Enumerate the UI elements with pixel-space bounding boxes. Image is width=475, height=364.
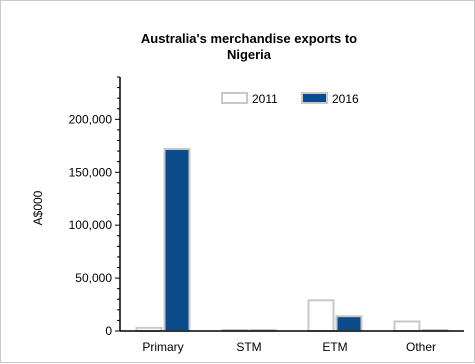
bars xyxy=(135,147,449,333)
y-tick-label: 0 xyxy=(105,324,112,338)
y-tick-label: 200,000 xyxy=(69,112,113,126)
chart-title-line-2: Nigeria xyxy=(227,47,272,62)
x-category-label: Other xyxy=(406,340,436,354)
chart-title-line-1: Australia's merchandise exports to xyxy=(141,31,357,46)
bar-2016-etm xyxy=(335,315,363,332)
bar-2011-other xyxy=(393,320,421,333)
y-tick-label: 100,000 xyxy=(69,218,113,232)
y-axis-ticks: 0 50,000 100,000 150,000 200,000 xyxy=(69,112,120,338)
legend-swatch-2016 xyxy=(301,92,328,104)
y-axis-title: A$000 xyxy=(31,190,45,225)
bar-2016-primary xyxy=(163,147,191,332)
legend-label-2011: 2011 xyxy=(252,92,278,106)
y-tick-label: 50,000 xyxy=(75,271,112,285)
x-category-label: STM xyxy=(236,340,261,354)
x-category-label: Primary xyxy=(142,340,183,354)
y-tick-label: 150,000 xyxy=(69,165,113,179)
x-category-label: ETM xyxy=(322,340,347,354)
x-axis-labels: Primary STM ETM Other xyxy=(142,340,436,354)
legend-swatch-2011 xyxy=(221,92,248,104)
legend: 2011 2016 xyxy=(221,92,359,106)
bar-2011-etm xyxy=(307,299,335,332)
legend-label-2016: 2016 xyxy=(332,92,359,106)
